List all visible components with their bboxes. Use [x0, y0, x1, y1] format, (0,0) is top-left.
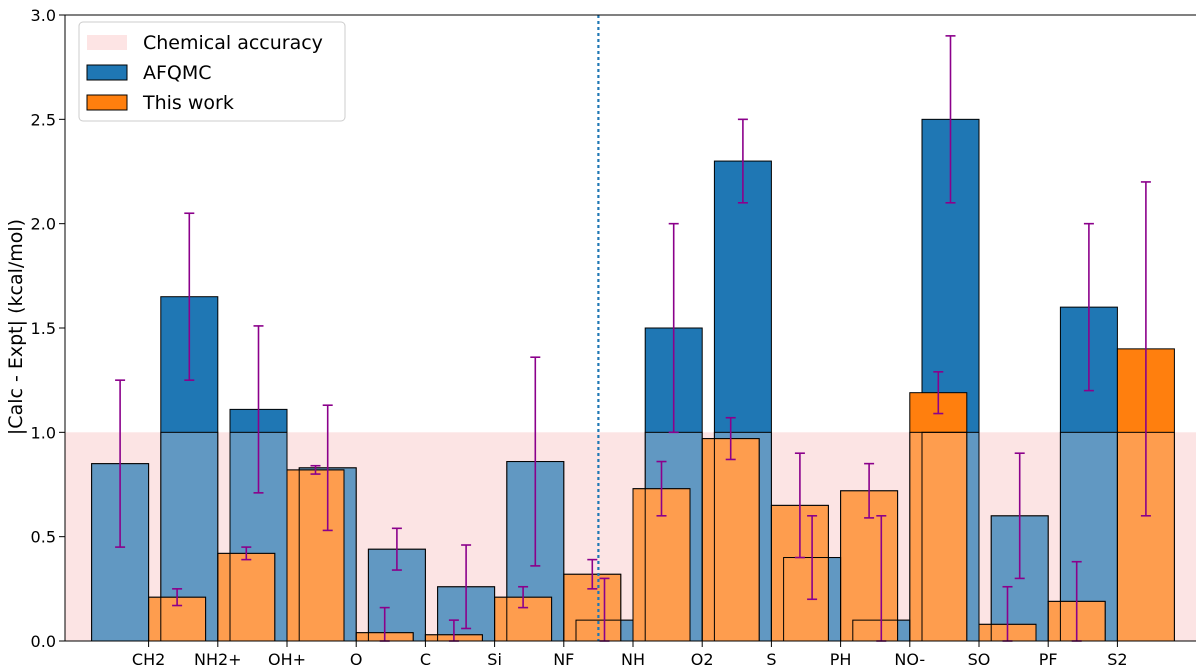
y-axis-label: |Calc - Expt| (kcal/mol)	[5, 219, 27, 435]
y-tick-label: 1.5	[31, 319, 56, 338]
x-tick-label: CH2	[132, 650, 165, 667]
legend-box	[78, 21, 346, 122]
x-tick-label: SO	[968, 650, 991, 667]
legend-label-0: AFQMC	[143, 62, 212, 84]
bar-this-work	[909, 392, 968, 642]
x-tick-label: Si	[487, 650, 502, 667]
bar-outline	[286, 469, 345, 642]
legend-swatch-1	[86, 94, 128, 111]
x-tick-label: S2	[1107, 650, 1127, 667]
y-tick-label: 2.0	[31, 215, 56, 234]
x-tick-label: NH2+	[194, 650, 242, 667]
legend-label-1: This work	[142, 92, 234, 114]
x-tick-label: NO-	[894, 650, 925, 667]
x-tick-label: NF	[553, 650, 574, 667]
bar-outline	[909, 431, 968, 642]
x-tick-label: O2	[691, 650, 714, 667]
bar-this-work	[286, 469, 345, 642]
legend-label-band: Chemical accuracy	[143, 32, 323, 54]
y-tick-label: 0.0	[31, 632, 56, 651]
y-tick-label: 1.0	[31, 423, 56, 442]
x-tick-label: NH	[621, 650, 645, 667]
bar-this-work	[217, 552, 276, 642]
x-tick-label: O	[350, 650, 363, 667]
x-tick-label: OH+	[268, 650, 306, 667]
bar-outline	[701, 438, 760, 642]
x-tick-label: PF	[1039, 650, 1058, 667]
legend-swatch-0	[86, 64, 128, 81]
y-tick-label: 3.0	[31, 6, 56, 25]
y-tick-label: 2.5	[31, 110, 56, 129]
y-tick-label: 0.5	[31, 528, 56, 547]
legend-swatch-band	[87, 35, 127, 50]
bar-this-work	[701, 438, 760, 642]
x-tick-label: C	[420, 650, 431, 667]
x-tick-label: S	[766, 650, 776, 667]
x-tick-label: PH	[830, 650, 852, 667]
bar-outline	[217, 552, 276, 642]
